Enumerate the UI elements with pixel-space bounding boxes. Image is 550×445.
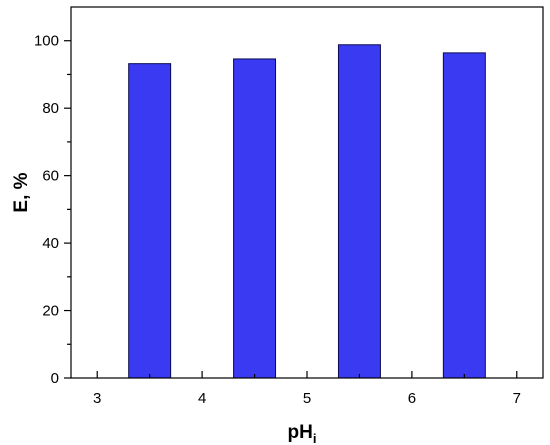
x-axis-title: pHi	[288, 422, 317, 445]
y-tick-label: 80	[42, 100, 59, 117]
y-axis-title: E, %	[11, 172, 32, 212]
bar-4	[442, 52, 486, 379]
y-tick-label: 100	[34, 33, 59, 50]
bars-group	[128, 44, 486, 379]
x-tick-label: 6	[408, 390, 416, 407]
x-tick-label: 4	[198, 390, 206, 407]
plot-frame	[70, 6, 544, 379]
x-tick-label: 7	[513, 390, 521, 407]
y-tick-label: 60	[42, 168, 59, 185]
y-tick-label: 40	[42, 235, 59, 252]
bar-2	[233, 58, 277, 379]
bar-1	[128, 63, 172, 379]
x-axis-title-main: pH	[288, 422, 313, 443]
x-tick-label: 5	[303, 390, 311, 407]
ticks-group: 3 4 5 6 7 0 20 40 60 80 100	[34, 33, 521, 407]
y-tick-label: 0	[51, 370, 59, 387]
x-axis-title-subscript: i	[313, 431, 317, 445]
x-tick-label: 3	[93, 390, 101, 407]
y-tick-label: 20	[42, 303, 59, 320]
bar-3	[337, 44, 381, 379]
